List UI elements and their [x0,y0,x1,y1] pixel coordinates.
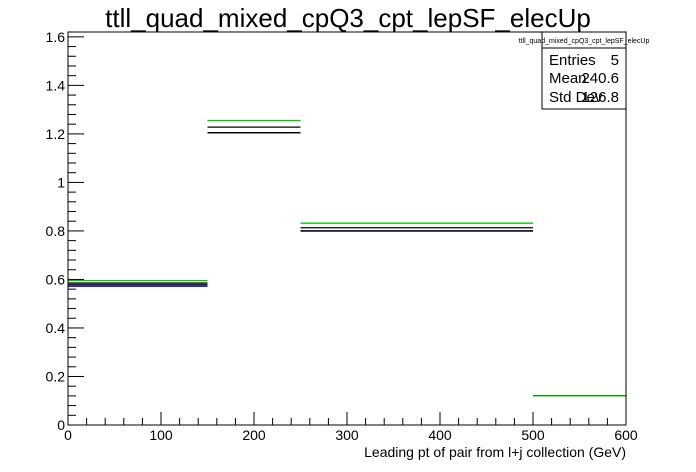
y-tick-label: 0.4 [46,320,66,336]
axis-layer: 0 0.2 0.4 0.6 0.8 1 1.2 1.4 1.6 0 100 200 300 400 500 6… [46,29,638,443]
y-tick-label: 0 [57,417,65,433]
series-layer [68,119,626,397]
x-tick-label: 400 [428,427,452,443]
y-tick-label: 0.6 [46,271,66,287]
x-tick-label: 300 [335,427,359,443]
plot-frame [67,31,627,426]
x-tick-label: 500 [521,427,545,443]
stats-stddev-label: Std Dev [549,89,603,106]
y-tick-label: 1.4 [46,77,66,93]
y-tick-label: 1.6 [46,29,66,45]
chart-title: ttll_quad_mixed_cpQ3_cpt_lepSF_elecUp [105,3,591,33]
stats-box-frame [541,31,627,110]
x-tick-label: 600 [614,427,638,443]
stats-box: ttll_quad_mixed_cpQ3_cpt_lepSF_elecUp En… [519,31,650,110]
x-axis-title: Leading pt of pair from l+j collection (… [364,444,626,460]
y-tick-label: 1.2 [46,126,66,142]
stats-entries-label: Entries [549,52,596,69]
x-tick-label: 100 [149,427,173,443]
stats-stddev-value: 126.8 [581,89,619,106]
stats-mean-label: Mean [549,70,587,87]
stats-box-title: ttll_quad_mixed_cpQ3_cpt_lepSF_elecUp [519,38,650,45]
x-tick-label: 200 [242,427,266,443]
stats-entries-value: 5 [611,52,619,69]
x-tick-label: 0 [64,427,72,443]
stats-mean-value: 240.6 [581,70,619,87]
y-tick-label: 0.2 [46,368,66,384]
y-tick-label: 1 [57,174,65,190]
y-tick-label: 0.8 [46,223,66,239]
